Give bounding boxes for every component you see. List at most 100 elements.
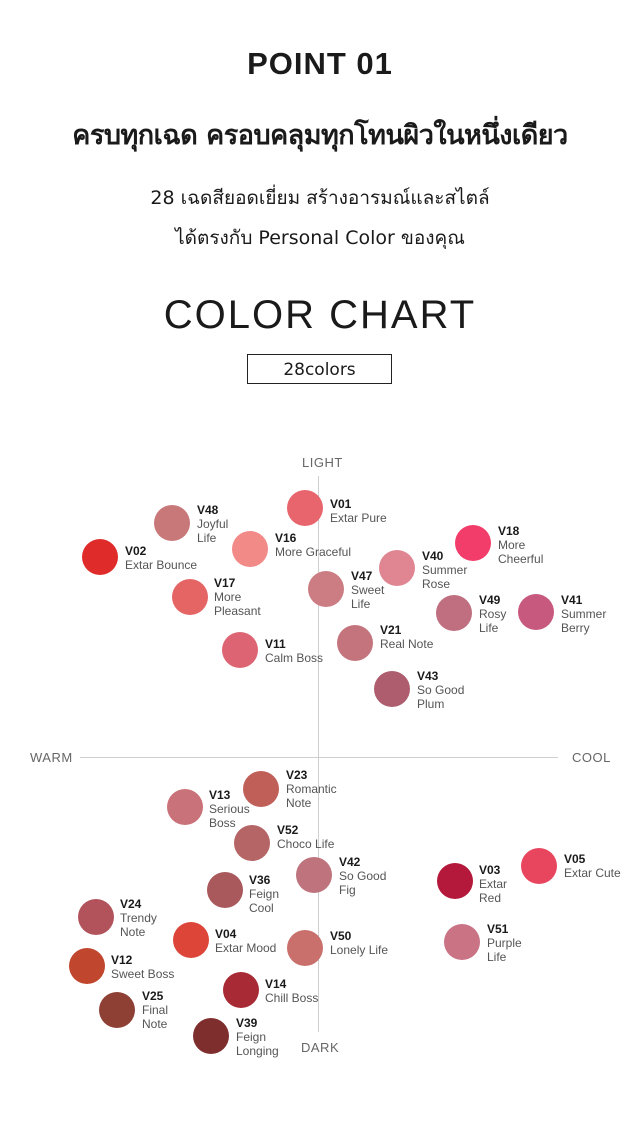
swatch-v40 <box>379 550 415 586</box>
colors-count-badge: 28colors <box>247 354 392 384</box>
swatch-label-v43: V43 So Good Plum <box>417 669 464 711</box>
shade-code: V48 <box>197 503 219 517</box>
shade-name: Purple Life <box>487 936 522 964</box>
swatch-v51 <box>444 924 480 960</box>
swatch-v04 <box>173 922 209 958</box>
shade-name: Rosy Life <box>479 607 507 635</box>
swatch-v23 <box>243 771 279 807</box>
shade-code: V39 <box>236 1016 258 1030</box>
axis-label-cool: COOL <box>572 750 611 765</box>
swatch-label-v14: V14 Chill Boss <box>265 977 318 1005</box>
shade-name: More Graceful <box>275 545 352 559</box>
swatch-v49 <box>436 595 472 631</box>
swatch-label-v36: V36 Feign Cool <box>249 873 279 915</box>
subtitle-line-2: ได้ตรงกับ Personal Color ของคุณ <box>175 227 465 249</box>
swatch-v52 <box>234 825 270 861</box>
shade-name: Sweet Boss <box>111 967 175 981</box>
swatch-label-v16: V16 More Graceful <box>275 531 351 559</box>
swatch-v17 <box>172 579 208 615</box>
shade-name: Extar Cute <box>564 866 621 880</box>
swatch-label-v24: V24 Trendy Note <box>120 897 157 939</box>
shade-code: V17 <box>214 576 236 590</box>
swatch-v13 <box>167 789 203 825</box>
shade-code: V21 <box>380 623 402 637</box>
axis-label-dark: DARK <box>301 1040 340 1055</box>
shade-code: V50 <box>330 929 352 943</box>
shade-code: V13 <box>209 788 231 802</box>
shade-name: Romantic Note <box>286 782 337 810</box>
axis-label-warm: WARM <box>30 750 73 765</box>
swatch-label-v25: V25 Final Note <box>142 989 168 1031</box>
shade-code: V43 <box>417 669 439 683</box>
swatch-v12 <box>69 948 105 984</box>
shade-name: Feign Longing <box>236 1030 279 1058</box>
shade-code: V02 <box>125 544 147 558</box>
shade-name: So Good Plum <box>417 683 465 711</box>
swatch-v41 <box>518 594 554 630</box>
swatch-label-v48: V48 Joyful Life <box>197 503 228 545</box>
shade-code: V01 <box>330 497 352 511</box>
swatch-label-v13: V13 Serious Boss <box>209 788 250 830</box>
light-dark-axis <box>318 476 319 1032</box>
shade-code: V49 <box>479 593 501 607</box>
swatch-label-v49: V49 Rosy Life <box>479 593 506 635</box>
shade-code: V24 <box>120 897 142 911</box>
swatch-label-v12: V12 Sweet Boss <box>111 953 174 981</box>
swatch-label-v42: V42 So Good Fig <box>339 855 386 897</box>
swatch-v42 <box>296 857 332 893</box>
swatch-v14 <box>223 972 259 1008</box>
swatch-label-v40: V40 Summer Rose <box>422 549 467 591</box>
shade-code: V14 <box>265 977 287 991</box>
shade-name: More Pleasant <box>214 590 261 618</box>
swatch-label-v11: V11 Calm Boss <box>265 637 323 665</box>
shade-name: More Cheerful <box>498 538 544 566</box>
shade-name: Summer Rose <box>422 563 468 591</box>
shade-name: Extar Red <box>479 877 508 905</box>
swatch-label-v47: V47 Sweet Life <box>351 569 384 611</box>
shade-name: Final Note <box>142 1003 169 1031</box>
swatch-v05 <box>521 848 557 884</box>
warm-cool-axis <box>80 757 558 758</box>
swatch-label-v18: V18 More Cheerful <box>498 524 543 566</box>
shade-code: V23 <box>286 768 308 782</box>
swatch-v47 <box>308 571 344 607</box>
shade-name: Summer Berry <box>561 607 607 635</box>
swatch-v02 <box>82 539 118 575</box>
swatch-label-v51: V51 Purple Life <box>487 922 522 964</box>
shade-code: V36 <box>249 873 271 887</box>
axis-label-light: LIGHT <box>302 455 343 470</box>
section-heading: POINT 01 <box>247 46 393 81</box>
swatch-v25 <box>99 992 135 1028</box>
shade-name: Lonely Life <box>330 943 389 957</box>
swatch-label-v03: V03 Extar Red <box>479 863 507 905</box>
shade-name: Trendy Note <box>120 911 157 939</box>
swatch-label-v04: V04 Extar Mood <box>215 927 276 955</box>
swatch-label-v21: V21 Real Note <box>380 623 433 651</box>
shade-code: V16 <box>275 531 297 545</box>
shade-name: Calm Boss <box>265 651 324 665</box>
shade-code: V42 <box>339 855 361 869</box>
swatch-v39 <box>193 1018 229 1054</box>
shade-code: V04 <box>215 927 237 941</box>
shade-code: V12 <box>111 953 133 967</box>
swatch-v48 <box>154 505 190 541</box>
shade-name: So Good Fig <box>339 869 387 897</box>
shade-name: Real Note <box>380 637 434 651</box>
shade-code: V51 <box>487 922 509 936</box>
shade-name: Feign Cool <box>249 887 280 915</box>
subtitle-line-1: 28 เฉดสียอดเยี่ยม สร้างอารมณ์และสไตล์ <box>150 187 490 209</box>
swatch-v21 <box>337 625 373 661</box>
swatch-label-v02: V02 Extar Bounce <box>125 544 197 572</box>
swatch-label-v01: V01 Extar Pure <box>330 497 387 525</box>
swatch-label-v17: V17 More Pleasant <box>214 576 261 618</box>
shade-name: Extar Mood <box>215 941 277 955</box>
shade-name: Sweet Life <box>351 583 385 611</box>
shade-code: V11 <box>265 637 286 651</box>
shade-name: Joyful Life <box>197 517 229 545</box>
swatch-v16 <box>232 531 268 567</box>
shade-code: V25 <box>142 989 164 1003</box>
shade-name: Extar Bounce <box>125 558 198 572</box>
swatch-label-v52: V52 Choco Life <box>277 823 334 851</box>
swatch-v50 <box>287 930 323 966</box>
swatch-v03 <box>437 863 473 899</box>
